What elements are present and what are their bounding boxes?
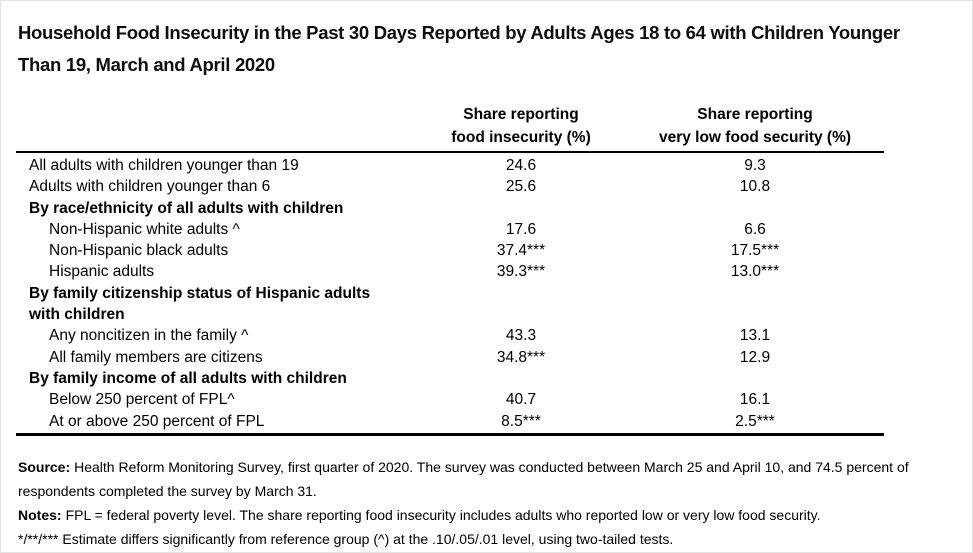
section-label: By family income of all adults with chil… [29, 369, 347, 387]
row-label: Any noncitizen in the family ^ [49, 327, 249, 345]
row-value-very-low-food-security: 13.1 [739, 327, 771, 345]
row-label: At or above 250 percent of FPL [49, 412, 265, 430]
row-value-very-low-food-security: 10.8 [739, 178, 771, 196]
section-label: By family citizenship status of Hispanic… [29, 284, 371, 324]
notes-note: Notes: FPL = federal poverty level. The s… [18, 503, 952, 527]
row-value-very-low-food-security: 12.9 [739, 348, 771, 366]
row-label: Non-Hispanic white adults ^ [49, 220, 240, 238]
row-value-food-insecurity: 43.3 [505, 327, 537, 345]
source-label: Source: [18, 458, 71, 475]
row-value-food-insecurity: 25.6 [505, 178, 537, 196]
column-header-labels [16, 103, 416, 149]
table-section-row: By family citizenship status of Hispanic… [16, 283, 884, 326]
row-value-food-insecurity: 34.8*** [496, 348, 546, 366]
row-value-very-low-food-security: 6.6 [744, 220, 766, 238]
row-label: Below 250 percent of FPL^ [49, 391, 235, 409]
page-title: Household Food Insecurity in the Past 30… [18, 22, 900, 75]
source-text: Health Reform Monitoring Survey, first q… [18, 458, 909, 499]
row-label: Hispanic adults [49, 263, 155, 281]
table-row: Below 250 percent of FPL^ 40.7 16.1 [16, 389, 884, 410]
table-body: All adults with children younger than 19… [16, 153, 884, 436]
notes-label: Notes: [18, 506, 62, 523]
row-value-food-insecurity: 24.6 [505, 157, 537, 174]
row-value-very-low-food-security [626, 283, 884, 326]
row-value-food-insecurity: 8.5*** [501, 412, 541, 430]
row-value-food-insecurity: 39.3*** [496, 263, 546, 281]
table-row: Non-Hispanic black adults 37.4*** 17.5**… [16, 240, 884, 261]
table-row: Adults with children younger than 6 25.6… [16, 176, 884, 197]
row-value-food-insecurity [416, 283, 626, 326]
table-row: Non-Hispanic white adults ^ 17.6 6.6 [16, 219, 884, 240]
row-value-food-insecurity: 17.6 [505, 220, 537, 238]
row-value-very-low-food-security: 9.3 [744, 157, 766, 174]
table-section-row: By race/ethnicity of all adults with chi… [16, 198, 884, 219]
row-label: Non-Hispanic black adults [49, 242, 229, 260]
table-notes: Source: Health Reform Monitoring Survey, … [18, 455, 952, 551]
column-header-food-insecurity: Share reporting food insecurity (%) [451, 106, 591, 146]
column-header-very-low-food-security: Share reporting very low food security (… [658, 106, 852, 146]
row-value-very-low-food-security [626, 368, 884, 389]
table-section-row: By family income of all adults with chil… [16, 368, 884, 389]
row-value-very-low-food-security: 16.1 [739, 391, 771, 409]
table-row: At or above 250 percent of FPL 8.5*** 2.… [16, 411, 884, 432]
row-value-very-low-food-security: 2.5*** [735, 412, 775, 430]
row-value-food-insecurity: 37.4*** [496, 242, 546, 260]
row-label: Adults with children younger than 6 [29, 178, 271, 196]
table-header-row: Share reporting food insecurity (%) Shar… [16, 103, 884, 153]
row-value-food-insecurity: 40.7 [505, 391, 537, 409]
table-row: Hispanic adults 39.3*** 13.0*** [16, 261, 884, 282]
row-value-very-low-food-security [626, 198, 884, 219]
significance-note: */**/*** Estimate differs significantly … [18, 530, 674, 547]
row-value-very-low-food-security: 13.0*** [730, 263, 780, 281]
table-row: All adults with children younger than 19… [16, 155, 884, 176]
table-row: All family members are citizens 34.8*** … [16, 347, 884, 368]
row-value-very-low-food-security: 17.5*** [730, 242, 780, 260]
section-label: By race/ethnicity of all adults with chi… [29, 199, 344, 217]
row-value-food-insecurity [416, 368, 626, 389]
row-label: All family members are citizens [49, 348, 263, 366]
row-label: All adults with children younger than 19 [29, 157, 299, 174]
table-row: Any noncitizen in the family ^ 43.3 13.1 [16, 325, 884, 346]
row-value-food-insecurity [416, 198, 626, 219]
notes-text: FPL = federal poverty level. The share r… [65, 506, 821, 523]
data-table: Share reporting food insecurity (%) Shar… [16, 103, 884, 436]
source-note: Source: Health Reform Monitoring Survey, … [18, 455, 952, 503]
